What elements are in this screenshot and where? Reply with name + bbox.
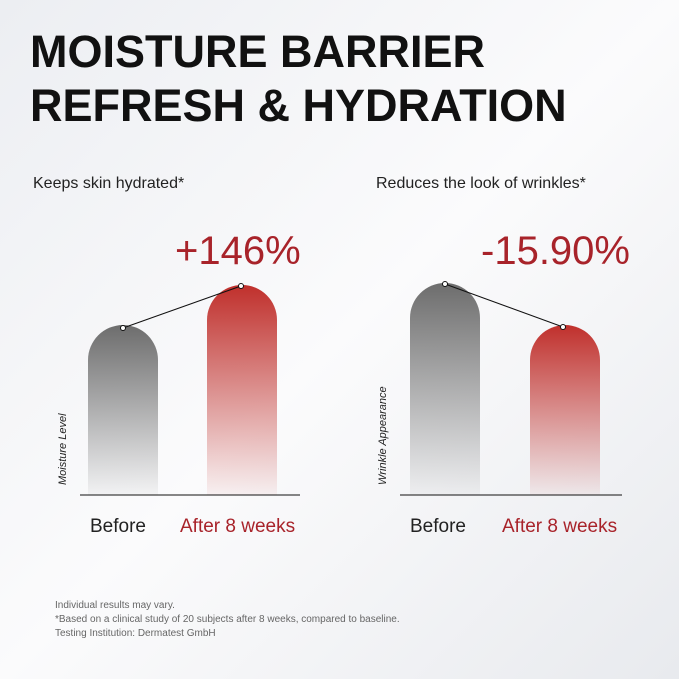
footnote: Individual results may vary.	[55, 600, 175, 611]
footnote: Testing Institution: Dermatest GmbH	[55, 628, 216, 639]
category-label: After 8 weeks	[180, 516, 295, 537]
bar-before	[88, 325, 158, 495]
subtitle: Keeps skin hydrated*	[33, 175, 184, 192]
connector	[444, 283, 564, 328]
subtitle: Reduces the look of wrinkles*	[376, 175, 586, 192]
dot	[442, 281, 448, 287]
axis-label: Wrinkle Appearance	[377, 386, 389, 485]
connector	[122, 285, 242, 329]
axis-label: Moisture Level	[57, 413, 69, 485]
dot	[560, 324, 566, 330]
category-label: Before	[410, 516, 466, 537]
footnote: *Based on a clinical study of 20 subject…	[55, 614, 400, 625]
bar-after	[207, 285, 277, 495]
category-label: After 8 weeks	[502, 516, 617, 537]
dot	[120, 325, 126, 331]
title-line: MOISTURE BARRIER	[30, 26, 485, 77]
category-label: Before	[90, 516, 146, 537]
change-value: -15.90%	[481, 229, 630, 273]
dot	[238, 283, 244, 289]
title-line: REFRESH & HYDRATION	[30, 80, 567, 131]
bar-before	[410, 283, 480, 495]
change-value: +146%	[175, 229, 301, 273]
bar-after	[530, 325, 600, 495]
